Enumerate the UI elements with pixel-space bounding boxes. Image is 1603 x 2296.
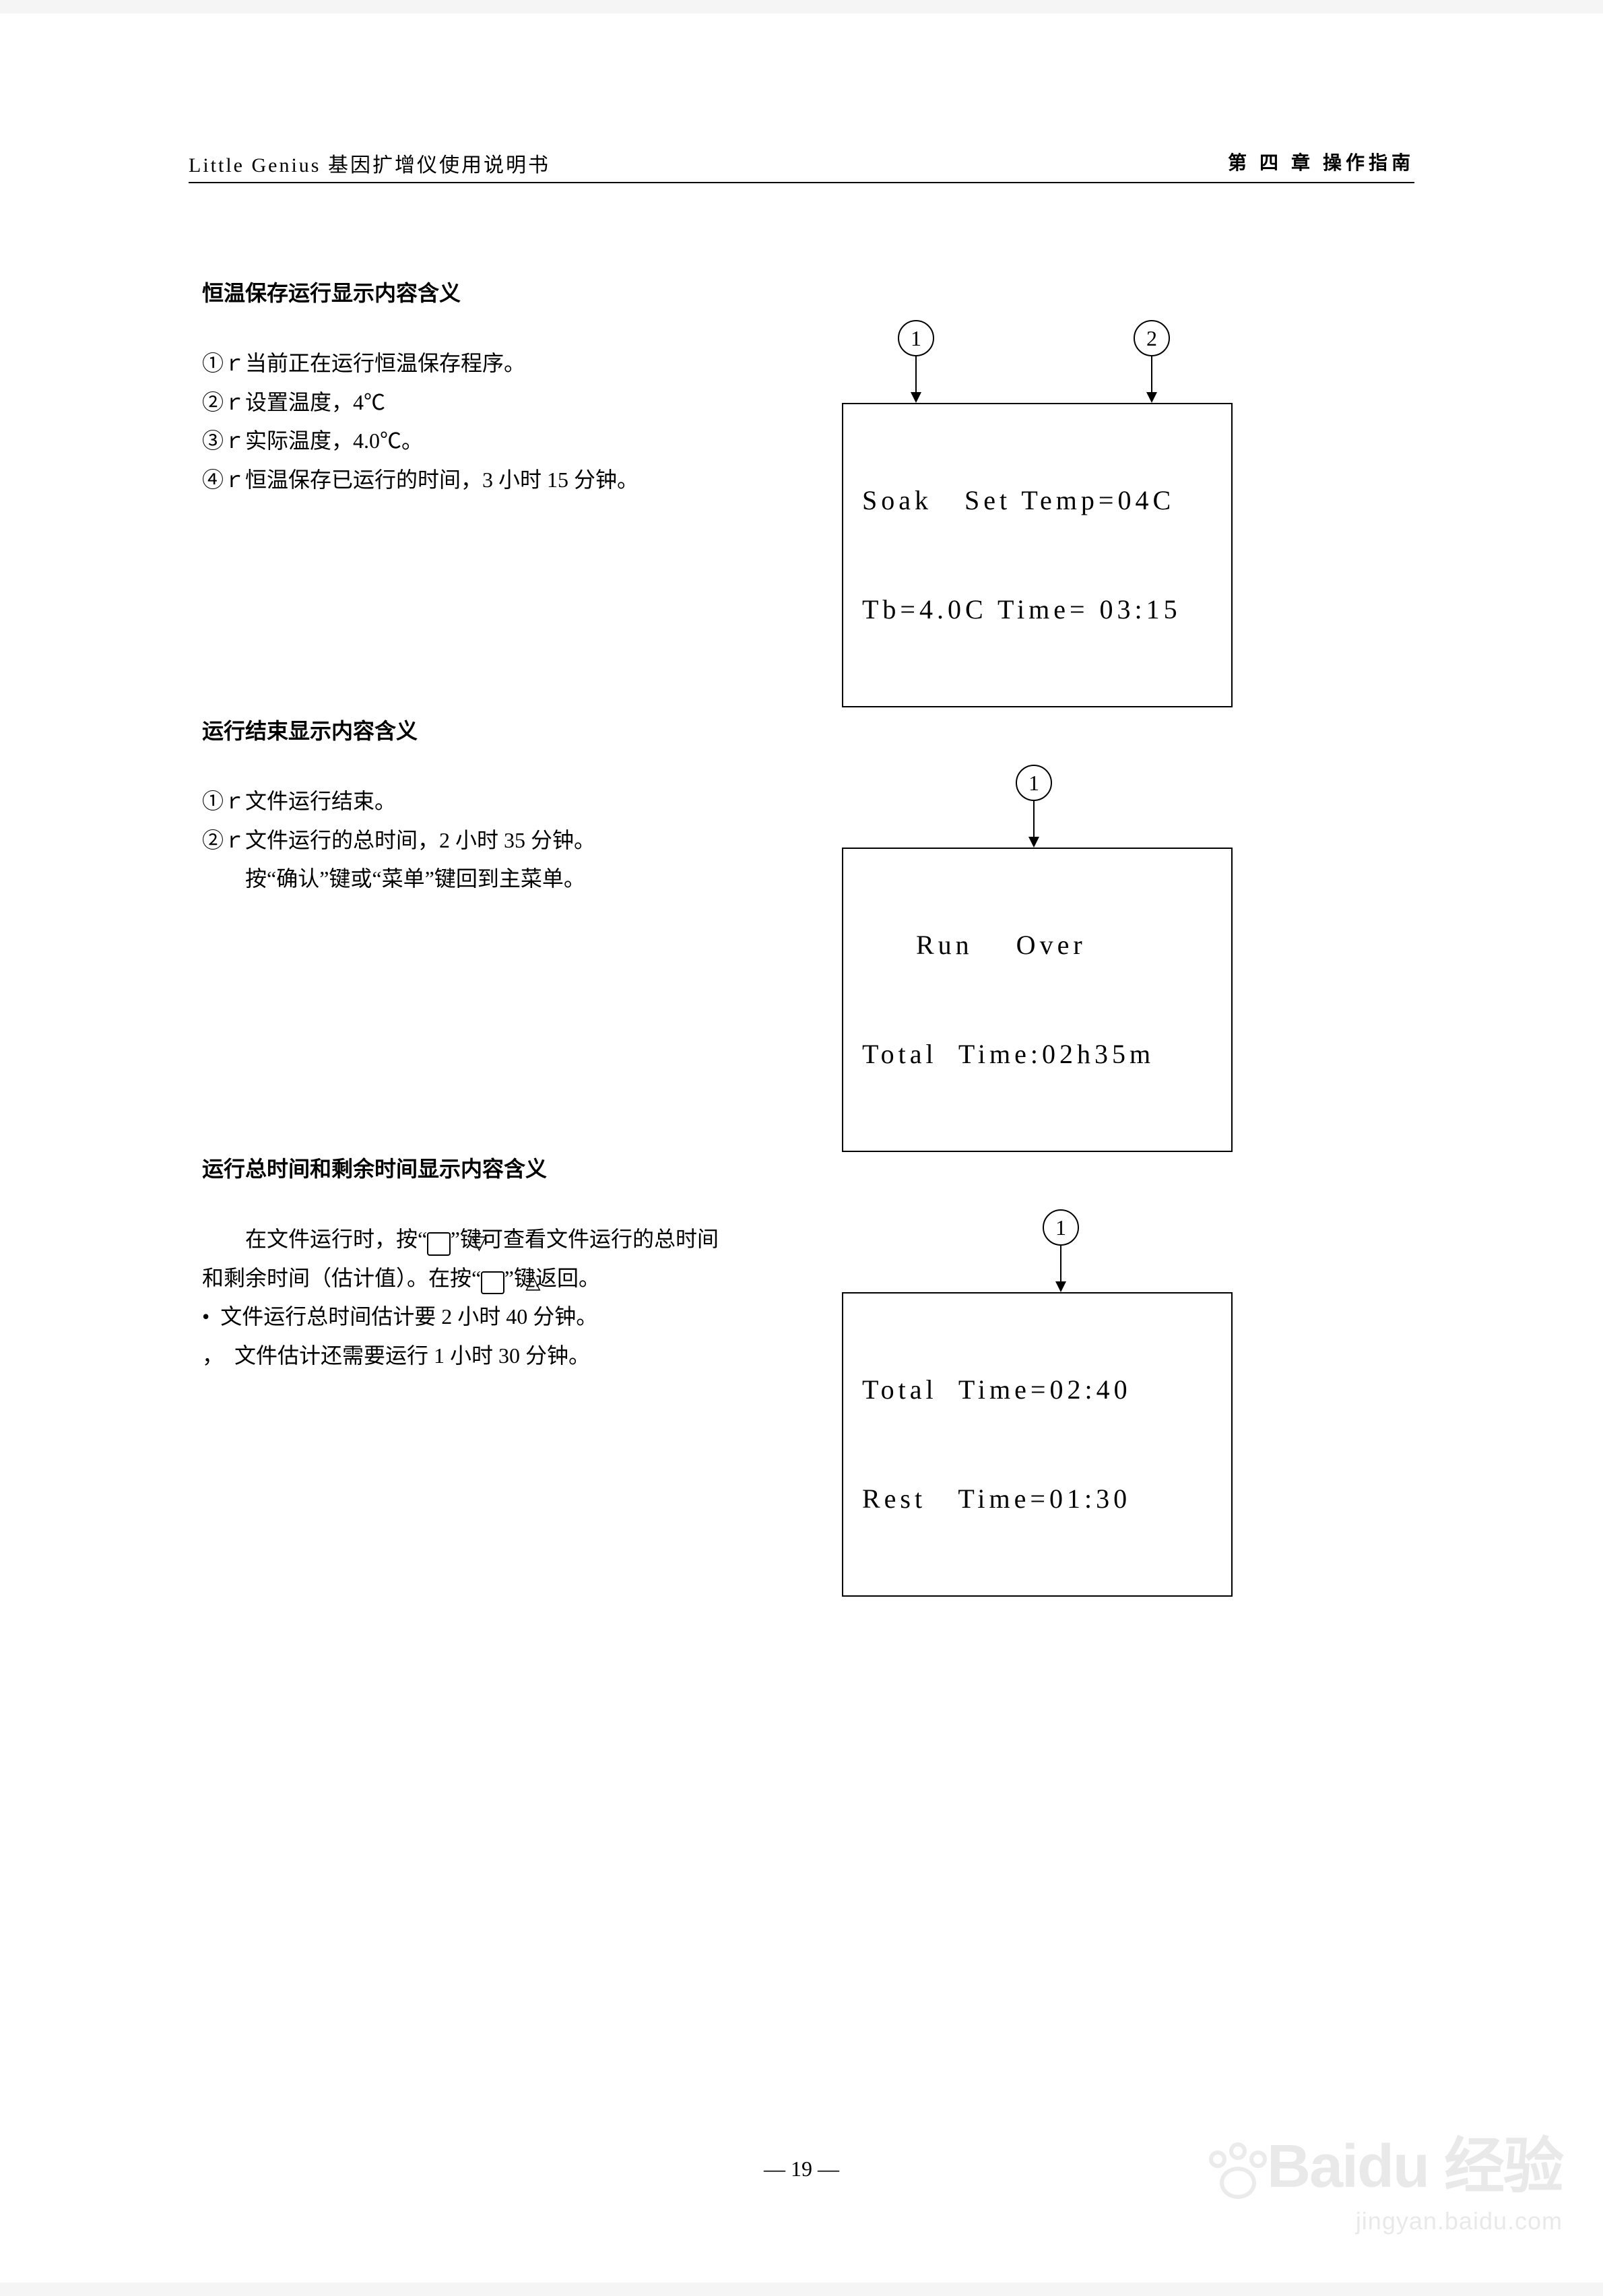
diagram: 1 2 Run Over Total Time:02h35m [795,761,1280,1004]
lcd-display: Total Time=02:40 Rest Time=01:30 [842,1292,1233,1597]
list-item: ④ｒ恒温保存已运行的时间，3 小时 15 分钟。 [202,461,734,500]
section-title: 运行结束显示内容含义 [202,714,1414,745]
svg-text:1: 1 [911,326,921,350]
lcd-line: Total Time=02:40 [862,1372,1212,1408]
lcd-display: Soak Set Temp=04C Tb=4.0C Time= 03:15 [842,403,1233,707]
lcd-line: Rest Time=01:30 [862,1481,1212,1517]
list-item: ①ｒ文件运行结束。 [202,782,734,821]
list-item: 按“确认”键或“菜单”键回到主菜单。 [202,860,734,899]
list-item: ①ｒ当前正在运行恒温保存程序。 [202,344,734,383]
list-item: ， 文件估计还需要运行 1 小时 30 分钟。 [202,1337,734,1376]
watermark: Baidu 经验 jingyan.baidu.com [1204,2117,1563,2235]
lcd-line: Total Time:02h35m [862,1036,1212,1073]
page: Little Genius 基因扩增仪使用说明书 第 四 章 操作指南 恒温保存… [0,13,1603,2283]
text-fragment: ”键返回。 [504,1266,600,1290]
text-column: ①ｒ文件运行结束。 ②ｒ文件运行的总时间，2 小时 35 分钟。 按“确认”键或… [202,782,734,899]
section-title: 运行总时间和剩余时间显示内容含义 [202,1152,1414,1183]
list-item: • 文件运行总时间估计要 2 小时 40 分钟。 [202,1298,734,1337]
intro-text: 在文件运行时，按“▽”键可查看文件运行的总时间和剩余时间（估计值）。在按“△”键… [202,1220,734,1298]
content: 恒温保存运行显示内容含义 ①ｒ当前正在运行恒温保存程序。 ②ｒ设置温度，4℃ ③… [202,276,1414,1590]
section-soak: 恒温保存运行显示内容含义 ①ｒ当前正在运行恒温保存程序。 ②ｒ设置温度，4℃ ③… [202,276,1414,613]
lcd-line: Run Over [862,927,1212,963]
section-title: 恒温保存运行显示内容含义 [202,276,1414,307]
text-fragment: 在文件运行时，按“ [245,1227,427,1251]
down-key-icon: ▽ [427,1232,451,1256]
up-key-icon: △ [481,1271,504,1295]
diagram: 1 2 3 4 [795,317,1280,559]
svg-text:1: 1 [1028,771,1039,795]
list-item: ②ｒ文件运行的总时间，2 小时 35 分钟。 [202,821,734,860]
paw-icon [1204,2146,1271,2207]
list-item: ②ｒ设置温度，4℃ [202,383,734,422]
lcd-line: Tb=4.0C Time= 03:15 [862,592,1212,628]
section-totaltime: 运行总时间和剩余时间显示内容含义 在文件运行时，按“▽”键可查看文件运行的总时间… [202,1152,1414,1489]
text-column: 在文件运行时，按“▽”键可查看文件运行的总时间和剩余时间（估计值）。在按“△”键… [202,1220,734,1375]
watermark-big: Baidu 经验 [1267,2133,1563,2200]
header-rule [189,182,1414,183]
watermark-small: jingyan.baidu.com [1204,2207,1563,2235]
text-column: ①ｒ当前正在运行恒温保存程序。 ②ｒ设置温度，4℃ ③ｒ实际温度，4.0℃。 ④… [202,344,734,499]
diagram: 1 2 Total Time=02:40 Rest Time=01:30 [795,1206,1280,1448]
lcd-line: Soak Set Temp=04C [862,482,1212,519]
svg-text:2: 2 [1146,326,1157,350]
list-item: ③ｒ实际温度，4.0℃。 [202,422,734,461]
header-left: Little Genius 基因扩增仪使用说明书 [189,148,550,178]
svg-text:1: 1 [1055,1215,1066,1240]
lcd-display: Run Over Total Time:02h35m [842,848,1233,1152]
section-runover: 运行结束显示内容含义 ①ｒ文件运行结束。 ②ｒ文件运行的总时间，2 小时 35 … [202,714,1414,1051]
header-right: 第 四 章 操作指南 [1228,148,1414,175]
